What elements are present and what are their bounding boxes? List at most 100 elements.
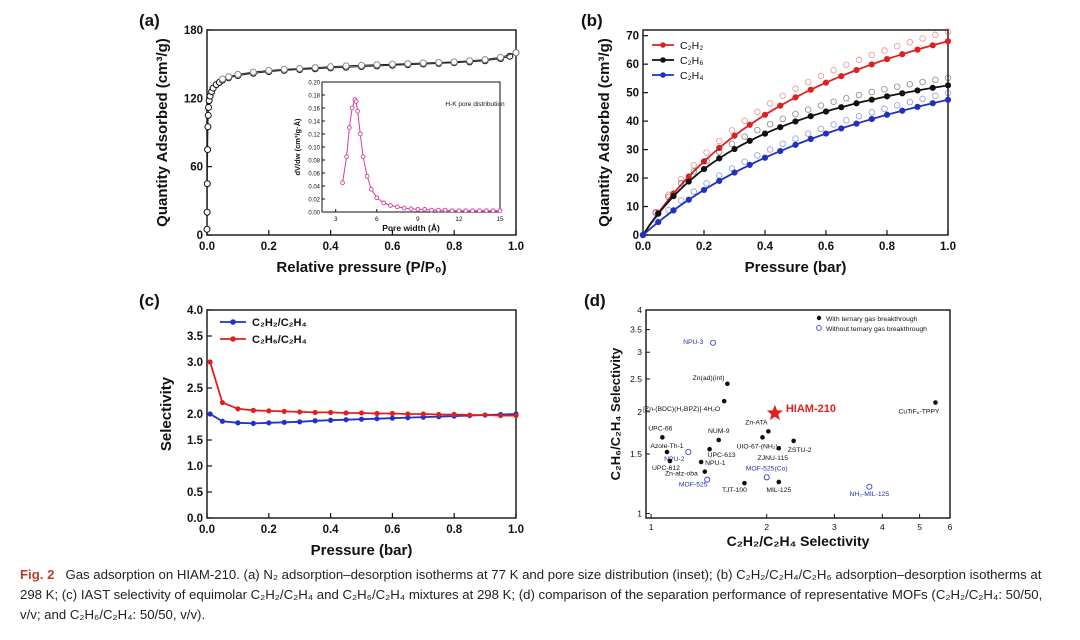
inset-y-tick-label: 0.04 (308, 185, 320, 191)
adsorption-point-0 (700, 158, 708, 165)
inset-point (344, 154, 349, 160)
inset-point (497, 208, 503, 214)
adsorption-point-1 (914, 87, 921, 94)
data-point-desorption (249, 68, 257, 76)
panel-a: (a) 0.0 0.2 0.4 0.6 0.8 1.0 0 60 120 180 Relative p… (139, 11, 524, 276)
panel-b: (b) 0.0 0.2 0.4 0.6 0.8 1.0 0 10 20 30 40 50 60 70 Pres… (581, 11, 956, 276)
x-tick-label: 0.0 (635, 241, 651, 253)
data-point-adsorption (203, 208, 211, 216)
mof-label: NH₂-MIL-125 (850, 491, 890, 498)
y-tick-label: 50 (626, 88, 639, 100)
inset-point (483, 208, 489, 214)
y-axis-label: Quantity Adsorbed (cm³/g) (154, 38, 171, 227)
data-point-0 (297, 419, 303, 425)
x-tick-label: 0.4 (323, 524, 340, 536)
data-point-0 (389, 415, 395, 421)
adsorption-point-2 (899, 107, 906, 114)
inset-point (364, 173, 370, 179)
x-tick-label: 6 (948, 522, 953, 532)
desorption-point-1 (703, 157, 710, 165)
data-point-1 (266, 408, 272, 414)
desorption-point-2 (665, 206, 672, 214)
y-tick-label: 10 (626, 202, 639, 214)
inset-plot: 3 6 9 12 15 0.00 0.02 0.04 0.06 0.08 0.10 0.12 0.14 0… (293, 81, 505, 234)
desorption-point-2 (804, 130, 812, 137)
panel-label: (d) (584, 291, 606, 310)
y-tick-label: 2.0 (187, 409, 203, 421)
desorption-point-0 (919, 35, 926, 42)
desorption-point-2 (855, 112, 863, 120)
y-tick-label: 180 (184, 25, 203, 37)
desorption-point-1 (843, 95, 850, 102)
mof-point-open (685, 449, 692, 456)
mof-point (766, 429, 771, 434)
inset-point (429, 207, 434, 213)
mof-label: MIL-125 (766, 487, 791, 494)
adsorption-point-0 (746, 121, 753, 128)
mof-point (742, 480, 747, 486)
mof-label: UPC-612 (652, 465, 680, 472)
desorption-point-1 (919, 78, 926, 86)
adsorption-point-1 (838, 104, 845, 111)
inset-point (374, 195, 380, 201)
mof-label: CuTiF₆-TPPY (898, 409, 939, 416)
desorption-point-0 (906, 39, 914, 46)
mof-point (725, 381, 730, 387)
adsorption-point-0 (883, 56, 891, 63)
data-point-1 (328, 409, 334, 416)
legend-label-filled: With ternary gas breakthrough (826, 316, 918, 323)
x-tick-label: 1.0 (508, 241, 524, 253)
y-tick-label: 70 (626, 31, 639, 43)
data-point-0 (266, 420, 272, 426)
legend-label-0: C₂H₂ (680, 40, 703, 52)
y-axis-label: Quantity Adsorbed (cm³/g) (596, 38, 613, 227)
data-point-desorption (419, 59, 427, 67)
mof-point (707, 446, 712, 452)
data-point-desorption (265, 67, 273, 75)
adsorption-point-0 (944, 38, 952, 45)
inset-y-tick-label: 0.02 (308, 198, 320, 204)
adsorption-point-2 (639, 231, 647, 239)
desorption-point-1 (665, 193, 672, 201)
data-point-desorption (435, 58, 443, 66)
mof-point-open (866, 483, 873, 490)
data-point-desorption (280, 65, 288, 73)
data-point-1 (281, 408, 287, 414)
data-point-1 (513, 412, 519, 419)
y-tick-label: 3.5 (187, 331, 204, 343)
adsorption-point-0 (868, 61, 875, 68)
desorption-point-2 (830, 121, 837, 128)
inset-point (490, 208, 496, 214)
y-tick-label: 2 (637, 407, 642, 417)
caption-text: Gas adsorption on HIAM-210. (a) N₂ adsor… (20, 567, 1043, 622)
data-point-desorption (497, 53, 505, 61)
mof-point (667, 458, 673, 464)
adsorption-point-2 (777, 147, 784, 155)
panel-label: (c) (139, 291, 160, 310)
mof-label: UIO-67-(NH₂)₂ (737, 443, 781, 450)
x-tick-label: 2 (764, 522, 769, 532)
desorption-point-0 (677, 176, 685, 183)
adsorption-point-2 (792, 141, 799, 148)
inset-point (422, 207, 428, 212)
inset-y-tick-label: 0.14 (308, 120, 320, 126)
data-point-desorption (358, 61, 365, 69)
figure-caption: Fig. 2 Gas adsorption on HIAM-210. (a) N… (20, 565, 1065, 625)
inset-y-label: dV/dw (cm³/g·Å) (293, 118, 302, 176)
data-point-desorption (388, 60, 396, 68)
y-tick-label: 40 (626, 116, 639, 128)
mof-label: Zn-ATA (745, 419, 768, 426)
desorption-point-2 (817, 125, 825, 133)
adsorption-point-0 (914, 46, 921, 53)
data-point-adsorption (203, 225, 211, 233)
x-tick-label: 0.0 (199, 524, 215, 536)
desorption-point-1 (855, 91, 863, 99)
adsorption-point-1 (792, 118, 799, 125)
desorption-point-0 (932, 31, 939, 39)
y-tick-label: 2.5 (630, 374, 642, 384)
y-tick-label: 120 (184, 93, 203, 105)
desorption-point-1 (716, 148, 723, 156)
desorption-point-2 (868, 109, 876, 116)
inset-point (347, 125, 352, 130)
mof-point-open (704, 476, 711, 483)
